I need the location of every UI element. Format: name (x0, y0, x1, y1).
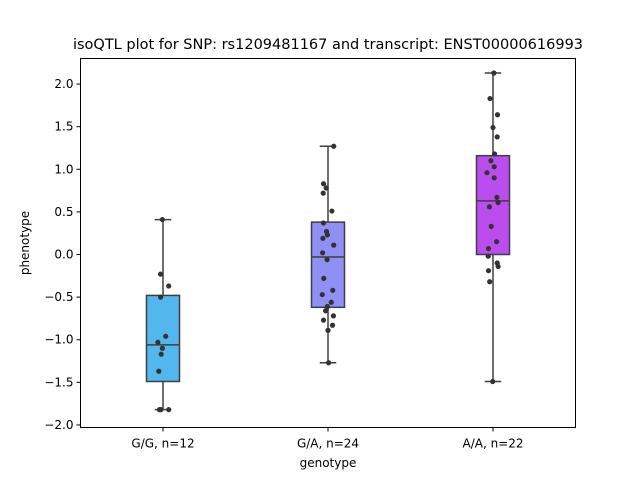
data-point (320, 317, 327, 323)
y-axis-label: phenotype (18, 211, 32, 275)
data-point (485, 253, 491, 259)
data-point (158, 294, 164, 300)
data-point (324, 303, 330, 310)
data-point (494, 239, 500, 245)
data-point (158, 351, 164, 357)
y-tick-label: 1.0 (54, 162, 73, 176)
data-point (328, 299, 334, 305)
data-point (320, 250, 326, 256)
y-tick-label: −1.5 (44, 375, 73, 389)
data-point (487, 95, 493, 102)
x-tick-label: G/A, n=24 (297, 437, 359, 451)
data-point (491, 175, 497, 181)
data-point (319, 291, 325, 298)
data-point (486, 204, 492, 210)
data-point (495, 263, 501, 270)
data-point (166, 407, 172, 413)
y-tick-label: 2.0 (54, 77, 73, 91)
data-point (330, 287, 336, 293)
points-group-2 (319, 143, 337, 366)
data-point (163, 333, 169, 339)
chart-title: isoQTL plot for SNP: rs1209481167 and tr… (73, 37, 583, 53)
data-point (331, 242, 337, 248)
data-point (323, 308, 329, 314)
y-tick-label: 0.0 (54, 248, 73, 262)
data-point (159, 216, 165, 223)
y-tick-label: 1.5 (54, 120, 73, 134)
data-point (320, 235, 326, 241)
box-group-1 (145, 218, 181, 411)
data-point (490, 124, 496, 131)
box-group-3 (475, 72, 511, 383)
y-tick-label: −1.0 (44, 333, 73, 347)
data-point (166, 283, 172, 289)
data-point (320, 190, 326, 196)
y-tick-label: −2.0 (44, 418, 73, 432)
data-point (158, 271, 164, 277)
data-point (485, 268, 492, 274)
data-point (320, 220, 327, 226)
data-point (490, 378, 496, 385)
plot-area (145, 70, 511, 413)
axes: 2.0 1.5 1.0 0.5 0.0 −0.5 −1.0 −1.5 −2.0 G/G, n=12… (44, 77, 523, 450)
points-group-1 (155, 216, 172, 413)
data-point (494, 134, 500, 140)
data-point (331, 143, 337, 149)
data-point (484, 170, 490, 176)
points-group-3 (484, 70, 501, 385)
data-point (330, 313, 336, 319)
data-point (329, 208, 335, 214)
data-point (155, 339, 161, 345)
x-tick-label: A/A, n=22 (462, 437, 523, 451)
data-point (156, 368, 162, 374)
data-point (494, 112, 501, 118)
x-tick-label: G/G, n=12 (131, 437, 194, 451)
y-tick-label: 0.5 (54, 205, 73, 219)
data-point (488, 223, 494, 229)
y-tick-label: −0.5 (44, 290, 73, 304)
data-point (491, 70, 497, 76)
data-point (321, 275, 327, 281)
data-point (320, 181, 327, 187)
data-point (488, 158, 494, 164)
data-point (485, 245, 492, 252)
data-point (326, 360, 332, 366)
data-point (159, 345, 165, 351)
data-point (494, 194, 500, 201)
x-axis-label: genotype (300, 456, 357, 470)
iqr-box (475, 154, 511, 256)
data-point (325, 327, 331, 333)
data-point (324, 232, 330, 238)
data-point (495, 199, 501, 206)
data-point (329, 322, 336, 328)
data-point (491, 164, 497, 170)
data-point (158, 407, 164, 413)
data-point (487, 279, 493, 285)
data-point (323, 185, 329, 191)
data-point (324, 257, 330, 263)
data-point (491, 151, 498, 157)
iqr-box (145, 294, 181, 383)
